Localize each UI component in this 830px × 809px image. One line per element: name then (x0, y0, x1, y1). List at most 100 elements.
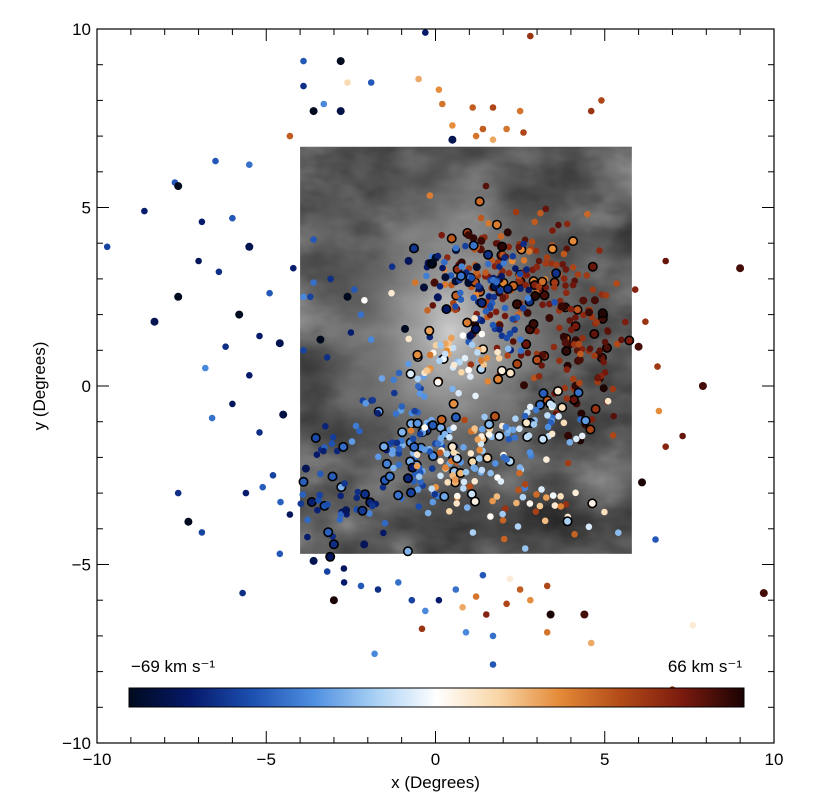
data-point-420 (398, 403, 406, 410)
data-point-250 (577, 409, 586, 418)
data-point-874 (388, 289, 395, 297)
data-point-826 (736, 264, 745, 273)
data-point-643 (511, 434, 519, 442)
data-point-562 (462, 468, 470, 476)
data-point-587 (496, 365, 507, 376)
data-point-864 (489, 661, 497, 668)
data-point-544 (471, 425, 478, 432)
data-point-764 (212, 157, 219, 165)
data-point-190 (564, 459, 572, 467)
data-point-662 (516, 425, 523, 433)
data-point-435 (384, 471, 395, 482)
data-point-862 (462, 629, 470, 636)
data-point-302 (517, 285, 524, 293)
data-point-477 (393, 490, 404, 501)
data-point-322 (496, 326, 503, 333)
data-point-233 (575, 355, 584, 364)
data-point-844 (374, 586, 382, 593)
data-point-459 (414, 383, 422, 390)
data-point-93 (545, 314, 554, 322)
data-point-867 (479, 571, 487, 579)
data-point-722 (324, 501, 331, 508)
data-point-779 (229, 400, 236, 408)
data-point-593 (494, 348, 501, 356)
data-point-847 (422, 607, 429, 615)
data-point-673 (500, 453, 508, 461)
data-point-767 (198, 218, 206, 226)
data-point-453 (421, 393, 428, 400)
data-point-331 (466, 331, 475, 340)
data-point-311 (457, 289, 464, 297)
data-point-549 (437, 457, 444, 465)
data-point-189 (520, 381, 528, 390)
data-point-786 (184, 517, 193, 526)
data-point-200 (596, 347, 604, 354)
data-point-692 (342, 506, 350, 515)
data-point-765 (246, 161, 253, 168)
data-point-323 (525, 286, 532, 294)
data-point-268 (590, 296, 599, 305)
data-point-208 (587, 261, 598, 272)
data-point-560 (471, 465, 479, 473)
data-point-123 (426, 192, 434, 199)
data-point-719 (357, 505, 368, 516)
data-point-875 (401, 324, 409, 333)
data-point-266 (562, 266, 570, 273)
data-point-272 (575, 340, 583, 348)
x-tick-label: −10 (83, 750, 112, 769)
data-point-708 (336, 516, 344, 523)
data-point-333 (502, 283, 513, 294)
data-point-177 (589, 328, 600, 339)
data-point-709 (328, 539, 339, 550)
data-point-633 (526, 449, 534, 456)
data-point-197 (530, 374, 538, 382)
data-point-760 (103, 243, 111, 251)
data-point-775 (300, 347, 307, 354)
data-point-561 (485, 431, 493, 438)
data-point-335 (441, 304, 452, 315)
data-point-301 (509, 315, 516, 323)
data-point-232 (563, 395, 571, 402)
data-point-783 (269, 472, 277, 479)
data-point-595 (434, 379, 442, 386)
data-point-721 (354, 488, 362, 496)
data-point-849 (452, 586, 460, 593)
data-point-758 (601, 508, 608, 516)
data-point-797 (323, 354, 331, 361)
data-point-725 (502, 505, 509, 512)
data-point-346 (408, 243, 419, 254)
data-point-809 (415, 75, 422, 83)
data-point-802 (300, 82, 307, 90)
data-point-191 (572, 304, 583, 315)
data-point-91 (549, 227, 556, 234)
data-point-274 (604, 328, 612, 336)
data-point-288 (516, 270, 524, 278)
data-point-327 (551, 299, 558, 306)
data-point-878 (411, 279, 419, 286)
data-point-483 (417, 478, 424, 486)
data-point-427 (405, 360, 412, 368)
data-point-876 (343, 292, 352, 301)
data-point-542 (428, 485, 436, 493)
data-point-156 (497, 241, 508, 252)
data-point-353 (458, 263, 466, 270)
data-point-559 (499, 517, 507, 524)
data-point-577 (405, 368, 416, 379)
data-point-843 (357, 582, 365, 590)
data-point-829 (634, 342, 643, 351)
data-point-813 (489, 104, 497, 111)
data-point-409 (378, 375, 386, 382)
data-point-475 (426, 448, 434, 455)
data-point-839 (309, 556, 318, 565)
y-axis-title: y (Degrees) (30, 342, 49, 431)
data-point-740 (572, 489, 579, 497)
data-point-821 (598, 97, 605, 104)
data-point-833 (662, 443, 669, 451)
data-point-148 (568, 236, 579, 247)
data-point-461 (381, 519, 389, 527)
data-point-609 (448, 334, 455, 342)
data-point-463 (375, 453, 382, 461)
data-point-465 (428, 465, 436, 472)
data-point-790 (286, 511, 294, 518)
axis-ticks: −10−10 −5 −5 0 0 5 5 10 10 (62, 20, 783, 769)
